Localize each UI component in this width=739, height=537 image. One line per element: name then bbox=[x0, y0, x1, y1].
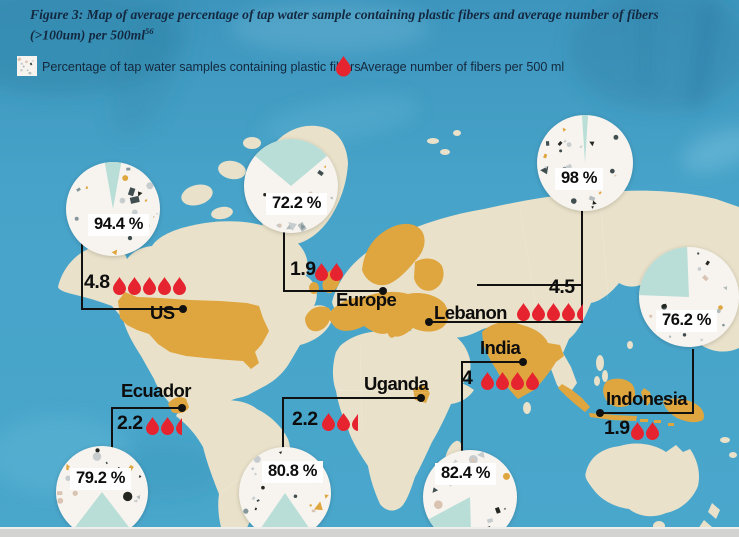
connector-indonesia bbox=[596, 349, 694, 417]
pct-label-uganda: 80.8 % bbox=[262, 461, 323, 483]
fibers-value-india: 4 bbox=[462, 367, 473, 389]
pie-slice-europe bbox=[254, 139, 328, 186]
region-label-lebanon: Lebanon bbox=[434, 302, 507, 323]
pct-label-us: 94.4 % bbox=[88, 214, 149, 236]
fiber-droplets bbox=[113, 263, 659, 440]
connector-lines bbox=[78, 200, 694, 452]
connector-uganda bbox=[282, 394, 425, 450]
connector-india bbox=[461, 358, 527, 452]
connector-lebanon bbox=[425, 200, 583, 326]
map-dot-us bbox=[179, 305, 187, 313]
region-label-uganda: Uganda bbox=[364, 373, 429, 394]
region-label-india: India bbox=[480, 337, 521, 358]
pct-label-ecuador: 79.2 % bbox=[70, 468, 131, 490]
pie-lebanon bbox=[537, 115, 633, 211]
drops-lebanon bbox=[517, 303, 583, 321]
country-europe-scandinavia bbox=[362, 223, 425, 286]
fibers-value-us: 4.8 bbox=[84, 271, 110, 293]
country-us bbox=[118, 292, 269, 369]
map-dot-ecuador bbox=[178, 404, 186, 412]
legend-label-percentage: Percentage of tap water samples containi… bbox=[42, 60, 361, 74]
fibers-value-ecuador: 2.2 bbox=[117, 412, 143, 434]
drops-us bbox=[113, 277, 186, 295]
fibers-value-uganda: 2.2 bbox=[292, 408, 318, 430]
fibers-value-lebanon: 4.5 bbox=[549, 276, 575, 298]
pie-ecuador bbox=[56, 446, 148, 537]
fibers-value-europe: 1.9 bbox=[290, 258, 316, 280]
legend-label-fibers: Average number of fibers per 500 ml bbox=[360, 60, 565, 74]
pie-europe bbox=[244, 139, 338, 233]
pct-label-indonesia: 76.2 % bbox=[656, 310, 717, 332]
figure-title: Figure 3: Map of average percentage of t… bbox=[30, 5, 659, 46]
fibers-value-indonesia: 1.9 bbox=[604, 417, 630, 439]
map-dot-lebanon bbox=[425, 318, 433, 326]
drops-europe bbox=[315, 263, 343, 281]
pie-us bbox=[66, 162, 160, 256]
drops-uganda bbox=[322, 413, 358, 431]
pie-indonesia bbox=[639, 247, 739, 347]
region-label-indonesia: Indonesia bbox=[606, 388, 688, 409]
country-indonesia-sumatra bbox=[558, 384, 590, 412]
figure-title-line2: (>100um) per 500ml56 bbox=[30, 26, 154, 43]
region-label-us: US bbox=[150, 302, 175, 323]
map-dot-india bbox=[519, 358, 527, 366]
map-dot-uganda bbox=[417, 394, 425, 402]
country-indonesia-borneo bbox=[603, 378, 636, 408]
drops-ecuador bbox=[146, 417, 182, 435]
pie-slice-indonesia bbox=[639, 247, 689, 297]
pie-slice-us bbox=[104, 162, 122, 209]
connector-ecuador bbox=[111, 404, 186, 449]
map-dot-europe bbox=[379, 287, 387, 295]
drops-indonesia bbox=[631, 422, 659, 440]
drops-india bbox=[481, 372, 539, 390]
map-dot-indonesia bbox=[596, 409, 604, 417]
figure-title-line1: Figure 3: Map of average percentage of t… bbox=[30, 7, 659, 22]
page-bottom-bar bbox=[0, 527, 739, 537]
region-label-ecuador: Ecuador bbox=[121, 380, 191, 401]
pie-slice-uganda bbox=[258, 493, 312, 537]
pie-slice-lebanon bbox=[581, 115, 589, 163]
droplet-icon bbox=[336, 56, 351, 77]
pct-label-europe: 72.2 % bbox=[266, 193, 327, 215]
country-europe-mainland bbox=[328, 291, 449, 337]
terrazzo-swatch-icon bbox=[17, 56, 37, 76]
pct-label-lebanon: 98 % bbox=[555, 168, 604, 190]
connector-europe bbox=[283, 229, 387, 295]
pie-slice-ecuador bbox=[74, 492, 130, 537]
region-label-europe: Europe bbox=[336, 289, 397, 310]
footnote-marker: 56 bbox=[144, 26, 154, 37]
pct-label-india: 82.4 % bbox=[435, 463, 496, 485]
